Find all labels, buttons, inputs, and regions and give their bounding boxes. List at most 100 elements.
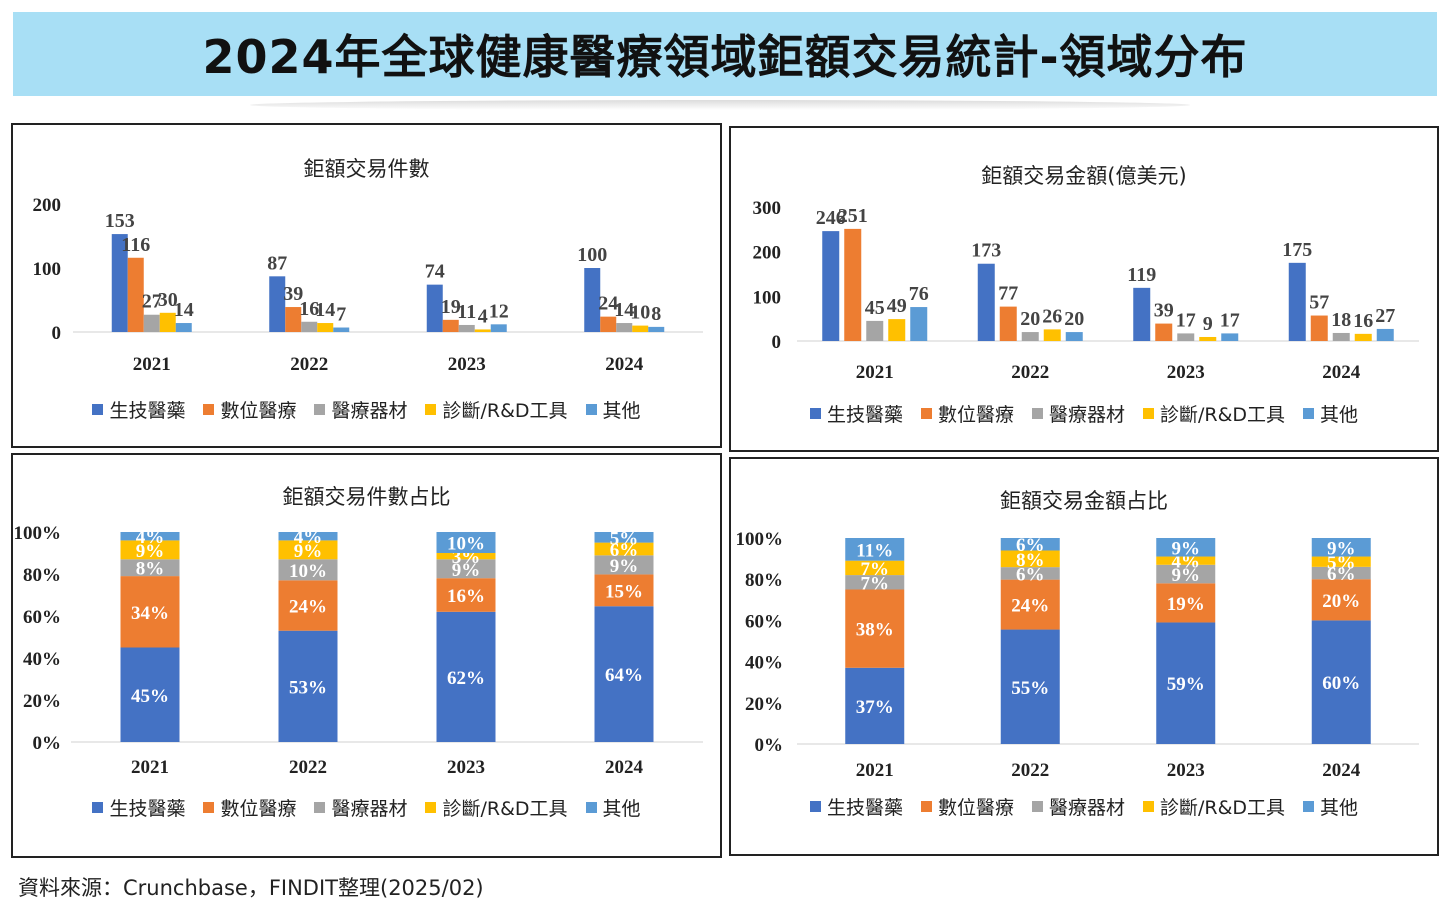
y-tick-label: 80% <box>745 570 783 591</box>
x-tick-label: 2021 <box>856 362 894 383</box>
x-tick-label: 2022 <box>290 354 328 375</box>
data-label: 49 <box>887 295 907 317</box>
y-tick-label: 0% <box>33 733 62 754</box>
data-label: 16 <box>299 298 319 320</box>
data-label: 87 <box>267 252 287 274</box>
x-tick-label: 2023 <box>448 354 486 375</box>
legend-item: 其他 <box>585 794 641 821</box>
stacked-segment <box>594 555 654 575</box>
data-label: 14 <box>315 299 335 321</box>
legend-label: 診斷/R&D工具 <box>1159 404 1286 426</box>
legend-label: 其他 <box>602 400 641 422</box>
legend-swatch <box>203 404 215 415</box>
y-tick-label: 60% <box>745 611 783 632</box>
data-label: 173 <box>971 240 1001 262</box>
bar <box>1221 333 1239 341</box>
x-tick-label: 2024 <box>1322 362 1361 383</box>
y-tick-label: 100 <box>33 259 62 280</box>
bar <box>458 324 475 332</box>
chart-legend: 生技醫藥 數位醫療 醫療器材 診斷/R&D工具 其他 <box>13 396 720 423</box>
stacked-segment <box>845 667 905 744</box>
y-tick-label: 40% <box>745 653 783 674</box>
bar <box>844 228 862 341</box>
legend-item: 數位醫療 <box>920 793 1014 820</box>
bar <box>474 329 491 332</box>
segment-label: 64% <box>605 665 643 686</box>
bar <box>822 231 840 341</box>
stacked-segment <box>1311 556 1371 567</box>
segment-label: 7% <box>861 559 890 580</box>
legend-swatch <box>809 801 821 812</box>
chart-title: 鉅額交易金額占比 <box>1000 489 1168 513</box>
chart-amount-share: 0% 20% 40% 60% 80% 100% 2021 2022 2023 2024 37% 38%… <box>736 529 1419 781</box>
chart-count-share: 0% 20% 40% 60% 80% 100% 2021 2022 2023 2024 45% 34%… <box>14 523 703 778</box>
legend-swatch <box>314 404 326 415</box>
data-label: 45 <box>865 297 885 319</box>
segment-label: 9% <box>452 560 481 581</box>
data-label: 20 <box>1064 308 1084 330</box>
legend-swatch <box>585 404 597 415</box>
stacked-segment <box>278 630 338 742</box>
data-label: 119 <box>1127 264 1156 286</box>
data-label: 9 <box>1203 313 1213 335</box>
stacked-segment <box>120 559 180 577</box>
legend-label: 醫療器材 <box>331 798 408 820</box>
data-label: 57 <box>1309 292 1329 314</box>
y-tick-label: 100 <box>753 287 782 308</box>
chart-panel-count: 鉅額交易件數 0 100 200 2021 2022 2023 2024 153 87 74 100… <box>11 123 722 448</box>
stacked-segment <box>1000 629 1060 744</box>
legend-swatch <box>809 408 821 419</box>
stacked-segment <box>1156 583 1216 623</box>
legend-label: 醫療器材 <box>331 400 408 422</box>
segment-label: 60% <box>1322 673 1360 694</box>
legend-item: 診斷/R&D工具 <box>1142 793 1285 820</box>
stacked-segment <box>1311 538 1371 557</box>
chart-title: 鉅額交易金額(億美元) <box>981 164 1187 188</box>
y-tick-label: 300 <box>753 198 782 219</box>
bar <box>1177 333 1195 341</box>
legend-label: 生技醫藥 <box>109 400 186 422</box>
data-label: 30 <box>158 289 178 311</box>
data-label: 11 <box>457 301 476 323</box>
segment-label: 8% <box>136 559 165 580</box>
stacked-segment <box>1311 620 1371 744</box>
legend-swatch <box>1031 801 1043 812</box>
data-label: 17 <box>1220 309 1240 331</box>
data-label: 153 <box>105 210 135 232</box>
data-label: 27 <box>1375 305 1395 327</box>
segment-label: 9% <box>136 541 165 562</box>
bar <box>1199 336 1217 341</box>
segment-label: 24% <box>289 597 327 618</box>
data-label: 7 <box>336 304 346 326</box>
data-label: 39 <box>283 283 303 305</box>
legend-label: 數位醫療 <box>937 404 1014 426</box>
legend-item: 數位醫療 <box>920 400 1014 427</box>
bar <box>600 316 617 332</box>
y-tick-label: 200 <box>33 195 62 216</box>
segment-label: 6% <box>1327 564 1356 585</box>
data-label: 12 <box>489 300 509 322</box>
legend-item: 生技醫藥 <box>809 793 903 820</box>
legend-label: 診斷/R&D工具 <box>442 798 568 820</box>
segment-label: 16% <box>447 586 485 607</box>
stacked-segment <box>594 606 654 742</box>
y-tick-label: 0 <box>772 332 782 353</box>
x-tick-label: 2024 <box>605 757 644 778</box>
bar <box>632 325 649 332</box>
legend-swatch <box>314 802 326 813</box>
data-label: 4 <box>478 305 488 327</box>
stacked-segment <box>594 574 654 607</box>
bar <box>269 276 286 332</box>
bar <box>866 320 884 341</box>
segment-label: 9% <box>610 556 639 577</box>
chart-title: 鉅額交易件數 <box>303 157 430 181</box>
stacked-segment <box>278 532 338 541</box>
x-tick-label: 2023 <box>1167 760 1205 781</box>
legend-label: 數位醫療 <box>220 400 297 422</box>
segment-label: 45% <box>131 686 169 707</box>
bar <box>490 324 507 332</box>
data-label: 76 <box>909 283 929 305</box>
y-tick-label: 0% <box>755 735 784 756</box>
legend-swatch <box>92 404 104 415</box>
legend-label: 生技醫藥 <box>826 404 903 426</box>
